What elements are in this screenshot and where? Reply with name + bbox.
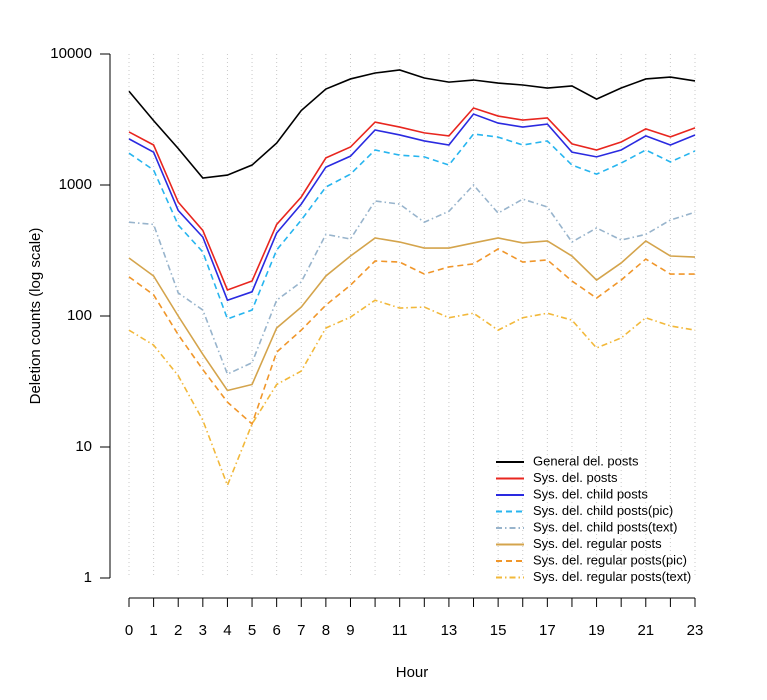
series-line bbox=[128, 133, 696, 320]
series-line bbox=[128, 299, 696, 488]
x-tick-label: 6 bbox=[272, 622, 280, 639]
series-line bbox=[128, 107, 696, 291]
series-line bbox=[128, 237, 696, 392]
y-tick-label: 10 bbox=[75, 438, 92, 455]
x-tick-label: 8 bbox=[322, 622, 330, 639]
legend-label: Sys. del. regular posts(text) bbox=[533, 569, 691, 584]
legend-label: Sys. del. child posts bbox=[533, 486, 648, 501]
x-tick-label: 15 bbox=[490, 622, 507, 639]
y-tick-label: 100 bbox=[67, 307, 92, 324]
y-tick-label: 10000 bbox=[50, 45, 92, 62]
legend-label: Sys. del. child posts(pic) bbox=[533, 503, 673, 518]
x-tick-label: 9 bbox=[346, 622, 354, 639]
legend-label: Sys. del. child posts(text) bbox=[533, 519, 678, 534]
x-tick-label: 4 bbox=[223, 622, 231, 639]
x-tick-label: 3 bbox=[199, 622, 207, 639]
legend-label: Sys. del. regular posts bbox=[533, 536, 662, 551]
x-tick-label: 21 bbox=[637, 622, 654, 639]
y-axis-title: Deletion counts (log scale) bbox=[27, 228, 44, 405]
x-tick-label: 1 bbox=[149, 622, 157, 639]
series-line bbox=[128, 113, 696, 302]
x-tick-label: 17 bbox=[539, 622, 556, 639]
y-tick-label: 1 bbox=[84, 569, 92, 586]
legend-label: Sys. del. posts bbox=[533, 470, 618, 485]
legend-label: General del. posts bbox=[533, 453, 639, 468]
x-tick-label: 2 bbox=[174, 622, 182, 639]
legend-label: Sys. del. regular posts(pic) bbox=[533, 552, 687, 567]
x-tick-label: 0 bbox=[125, 622, 133, 639]
x-tick-label: 11 bbox=[392, 622, 408, 639]
y-tick-label: 1000 bbox=[59, 176, 92, 193]
x-tick-label: 19 bbox=[588, 622, 605, 639]
series-line bbox=[128, 248, 695, 426]
x-tick-label: 5 bbox=[248, 622, 256, 639]
series-line bbox=[128, 69, 696, 179]
x-tick-label: 7 bbox=[297, 622, 305, 639]
x-axis-title: Hour bbox=[396, 664, 429, 681]
x-tick-label: 23 bbox=[687, 622, 704, 639]
x-tick-label: 13 bbox=[441, 622, 458, 639]
series-line bbox=[128, 183, 696, 376]
